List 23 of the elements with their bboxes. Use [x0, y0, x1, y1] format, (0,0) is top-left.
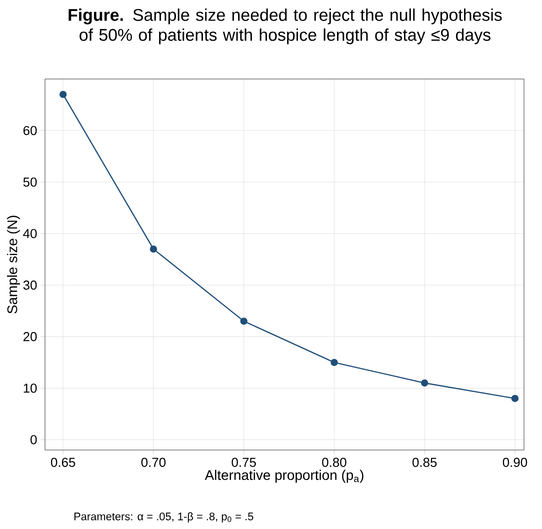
- x-tick-label: 0.65: [50, 458, 76, 467]
- x-axis-title: Alternative proportion (p$_{a}$): [204, 470, 364, 483]
- y-tick-label: 10: [24, 384, 37, 393]
- point: [150, 245, 158, 253]
- point: [330, 358, 338, 366]
- x-tick-label: 0.70: [141, 458, 166, 467]
- y-tick-label: 50: [23, 177, 37, 187]
- point: [421, 379, 428, 387]
- y-tick-label: 30: [23, 280, 37, 290]
- y-tick-label: 60: [23, 126, 37, 136]
- point: [59, 90, 67, 98]
- point: [511, 394, 519, 402]
- x-tick-label: 0.75: [232, 458, 256, 467]
- y-tick-label: 20: [23, 332, 37, 342]
- x-tick-label: 0.80: [322, 458, 346, 467]
- y-axis-title: Sample size (N): [6, 216, 20, 314]
- text: Parameters: α = .05, 1-β = .8, p$_{0}$ = .5: [74, 512, 254, 522]
- y-tick-label: 0: [30, 435, 37, 444]
- point: [240, 318, 248, 325]
- x-tick-label: 0.85: [412, 458, 437, 467]
- chart-title: Figure. Sample size needed to reject the null hypothesis of 50% of patients with hospice length of stay ≤9 days: [68, 8, 502, 44]
- x-tick-label: 0.90: [502, 458, 528, 467]
- y-tick-label: 40: [23, 229, 37, 238]
